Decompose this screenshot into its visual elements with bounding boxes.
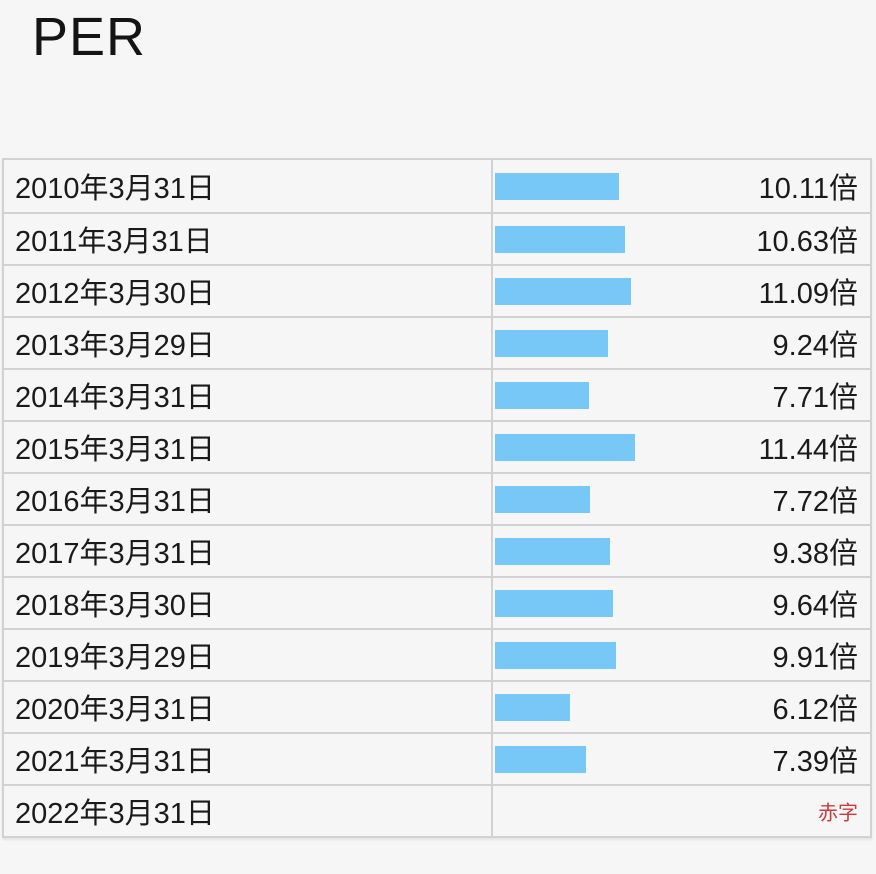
per-value: 10.63倍 (756, 226, 858, 258)
per-bar (495, 693, 570, 721)
per-value: 7.39倍 (772, 746, 858, 778)
date-cell: 2016年3月31日 (4, 474, 493, 524)
value-cell: 10.11倍 (493, 160, 870, 212)
value-cell: 9.64倍 (493, 578, 870, 628)
table-row: 2016年3月31日 7.72倍 (4, 472, 870, 524)
table-row: 2013年3月29日 9.24倍 (4, 316, 870, 368)
per-bar (495, 745, 586, 773)
date-cell: 2021年3月31日 (4, 734, 493, 784)
table-row: 2017年3月31日 9.38倍 (4, 524, 870, 576)
table-row: 2011年3月31日 10.63倍 (4, 212, 870, 264)
value-cell: 9.38倍 (493, 526, 870, 576)
value-cell: 赤字 (493, 786, 870, 836)
per-value: 赤字 (818, 802, 858, 825)
value-cell: 7.72倍 (493, 474, 870, 524)
value-cell: 10.63倍 (493, 214, 870, 264)
value-cell: 6.12倍 (493, 682, 870, 732)
per-value: 10.11倍 (758, 173, 858, 205)
date-cell: 2022年3月31日 (4, 786, 493, 836)
value-cell: 7.39倍 (493, 734, 870, 784)
per-bar (495, 277, 631, 305)
per-value: 6.12倍 (772, 694, 858, 726)
table-row: 2015年3月31日 11.44倍 (4, 420, 870, 472)
date-cell: 2019年3月29日 (4, 630, 493, 680)
per-value: 9.38倍 (772, 538, 858, 570)
per-value: 9.24倍 (772, 330, 858, 362)
page: { "title": "PER", "colors": { "backgroun… (0, 6, 876, 874)
table-row: 2014年3月31日 7.71倍 (4, 368, 870, 420)
date-cell: 2014年3月31日 (4, 370, 493, 420)
per-value: 7.71倍 (772, 382, 858, 414)
per-value: 11.09倍 (758, 278, 858, 310)
date-cell: 2012年3月30日 (4, 266, 493, 316)
per-bar (495, 225, 626, 253)
per-bar (495, 485, 590, 513)
date-cell: 2020年3月31日 (4, 682, 493, 732)
value-cell: 9.91倍 (493, 630, 870, 680)
date-cell: 2011年3月31日 (4, 214, 493, 264)
per-bar (495, 537, 610, 565)
table-row: 2010年3月31日 10.11倍 (4, 160, 870, 212)
date-cell: 2015年3月31日 (4, 422, 493, 472)
per-value: 7.72倍 (772, 486, 858, 518)
per-bar (495, 589, 614, 617)
per-value: 9.64倍 (772, 590, 858, 622)
per-bar (495, 172, 619, 200)
table-row: 2019年3月29日 9.91倍 (4, 628, 870, 680)
value-cell: 11.44倍 (493, 422, 870, 472)
date-cell: 2010年3月31日 (4, 160, 493, 212)
per-value: 11.44倍 (758, 434, 858, 466)
value-cell: 9.24倍 (493, 318, 870, 368)
page-title: PER (32, 7, 147, 67)
date-cell: 2013年3月29日 (4, 318, 493, 368)
per-bar (495, 381, 590, 409)
date-cell: 2018年3月30日 (4, 578, 493, 628)
per-bar (495, 641, 617, 669)
per-value: 9.91倍 (772, 642, 858, 674)
table-row: 2018年3月30日 9.64倍 (4, 576, 870, 628)
per-bar (495, 329, 609, 357)
value-cell: 7.71倍 (493, 370, 870, 420)
table-row: 2020年3月31日 6.12倍 (4, 680, 870, 732)
per-table: 2010年3月31日 10.11倍 2011年3月31日 10.63倍 2012… (2, 158, 872, 838)
per-bar (495, 433, 636, 461)
table-row: 2021年3月31日 7.39倍 (4, 732, 870, 784)
table-row: 2012年3月30日 11.09倍 (4, 264, 870, 316)
table-row: 2022年3月31日 赤字 (4, 784, 870, 836)
value-cell: 11.09倍 (493, 266, 870, 316)
date-cell: 2017年3月31日 (4, 526, 493, 576)
